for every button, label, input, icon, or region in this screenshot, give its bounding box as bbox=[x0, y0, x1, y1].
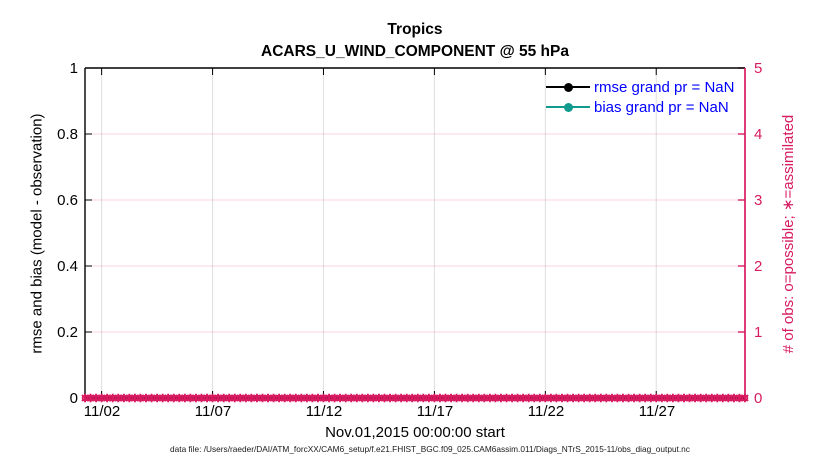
xtick-11-12: 11/12 bbox=[305, 403, 343, 420]
legend-label-rmse: rmse grand pr = NaN bbox=[594, 78, 735, 96]
xtick-11-02: 11/02 bbox=[83, 403, 121, 420]
left-ytick-0: 0 bbox=[69, 390, 78, 407]
right-ytick-5: 5 bbox=[754, 60, 763, 77]
rmse-line-sample bbox=[546, 82, 590, 92]
left-yaxis-label: rmse and bias (model - observation) bbox=[28, 113, 46, 354]
legend-row-bias: bias grand pr = NaN bbox=[546, 97, 734, 117]
bias-marker-dot bbox=[564, 102, 573, 112]
right-ytick-4: 4 bbox=[754, 126, 763, 143]
title-block: Tropics ACARS_U_WIND_COMPONENT @ 55 hPa bbox=[0, 19, 830, 63]
legend-row-rmse: rmse grand pr = NaN bbox=[546, 77, 734, 97]
right-ytick-0: 0 bbox=[754, 390, 763, 407]
right-yaxis-label: # of obs: o=possible; ∗=assimilated bbox=[780, 114, 797, 354]
right-ytick-2: 2 bbox=[754, 258, 763, 275]
bias-line-sample bbox=[546, 102, 590, 112]
left-ytick-0p8: 0.8 bbox=[57, 126, 78, 143]
right-ytick-1: 1 bbox=[754, 324, 763, 341]
plot-title-variable: ACARS_U_WIND_COMPONENT @ 55 hPa bbox=[261, 43, 569, 60]
left-ytick-0p6: 0.6 bbox=[57, 192, 78, 209]
plot-title-region: Tropics bbox=[387, 21, 443, 38]
xtick-11-17: 11/17 bbox=[416, 403, 454, 420]
plot-area bbox=[81, 67, 749, 403]
xtick-11-07: 11/07 bbox=[194, 403, 232, 420]
xtick-11-27: 11/27 bbox=[638, 403, 676, 420]
left-ytick-1: 1 bbox=[69, 60, 78, 77]
rmse-marker-dot bbox=[564, 82, 573, 92]
obs-count-zero-markers bbox=[81, 393, 749, 403]
right-ytick-3: 3 bbox=[754, 192, 763, 209]
legend: rmse grand pr = NaN bias grand pr = NaN bbox=[546, 77, 734, 117]
xaxis-label: Nov.01,2015 00:00:00 start bbox=[325, 424, 505, 441]
left-ytick-0p2: 0.2 bbox=[57, 324, 78, 341]
data-file-path: data file: /Users/raeder/DAI/ATM_forcXX/… bbox=[170, 444, 690, 454]
left-ytick-0p4: 0.4 bbox=[57, 258, 78, 275]
xtick-11-22: 11/22 bbox=[527, 403, 565, 420]
legend-label-bias: bias grand pr = NaN bbox=[594, 98, 729, 116]
